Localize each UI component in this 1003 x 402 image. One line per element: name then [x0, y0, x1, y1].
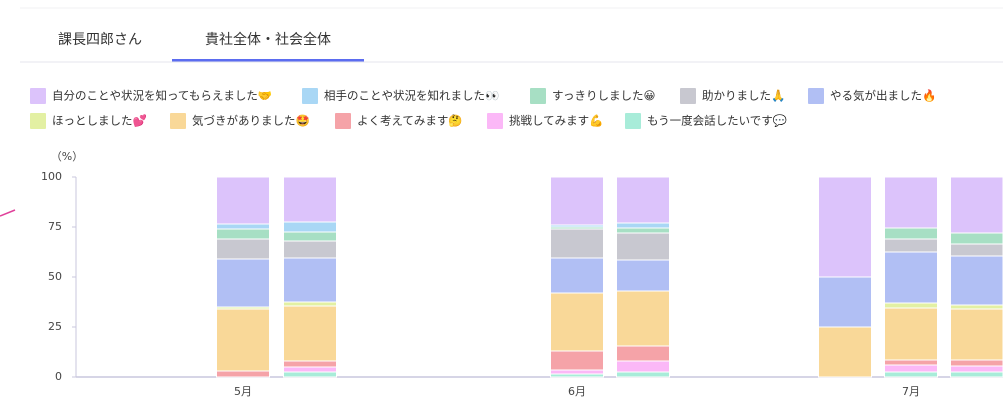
bar-segment — [950, 243, 1003, 257]
bar-segment — [216, 228, 270, 240]
bar-segment — [616, 259, 670, 292]
bar-segment — [950, 308, 1003, 361]
bar-segment — [616, 227, 670, 234]
bar-segment — [884, 227, 938, 240]
bar-segment — [550, 257, 604, 294]
legend-swatch — [808, 88, 824, 104]
bar-segment — [884, 307, 938, 361]
legend-swatch — [625, 113, 641, 129]
bar-segment — [283, 257, 337, 303]
x-tick-label: 7月 — [902, 385, 920, 398]
bar-segment — [283, 301, 337, 307]
bar-segment — [818, 326, 872, 378]
bar-segment — [550, 292, 604, 352]
y-unit: （%） — [51, 150, 83, 163]
bar-segment — [216, 176, 270, 225]
bar-segment — [616, 232, 670, 261]
bar-segment — [216, 370, 270, 378]
bar-segment — [216, 308, 270, 372]
bar-segment — [818, 176, 872, 278]
legend-label: 相手のことや状況を知れました👀 — [324, 89, 499, 103]
y-tick-label: 75 — [48, 220, 62, 233]
bar-segment — [884, 176, 938, 229]
y-tick-label: 0 — [55, 370, 62, 383]
bar-segment — [950, 232, 1003, 245]
tab[interactable]: 貴社全体・社会全体 — [205, 31, 331, 48]
bar-segment — [283, 240, 337, 259]
bar-segment — [884, 302, 938, 309]
bar-segment — [550, 350, 604, 371]
bar-segment — [550, 228, 604, 259]
legend-label: すっきりしました😀 — [552, 89, 656, 103]
bar-segment — [950, 371, 1003, 378]
bar-segment — [884, 364, 938, 373]
legend-label: 助かりました🙏 — [702, 89, 785, 103]
legend-swatch — [30, 113, 46, 129]
x-tick-label: 6月 — [568, 385, 586, 398]
bar-segment — [216, 223, 270, 230]
legend-label: ほっとしました💕 — [52, 114, 147, 128]
bar-segment — [616, 345, 670, 362]
bar-segment — [616, 222, 670, 229]
legend-label: もう一度会話したいです💬 — [647, 114, 788, 128]
bar-segment — [884, 371, 938, 378]
y-tick-label: 100 — [41, 170, 62, 183]
bar-segment — [884, 251, 938, 304]
bar-segment — [283, 371, 337, 378]
bar-segment — [616, 360, 670, 373]
legend-swatch — [680, 88, 696, 104]
bar-segment — [550, 369, 604, 375]
legend-label: 挑戦してみます💪 — [509, 114, 603, 128]
bar-segment — [950, 365, 1003, 373]
legend-swatch — [530, 88, 546, 104]
bar-segment — [884, 359, 938, 366]
legend-label: 気づきがありました🤩 — [192, 114, 310, 128]
legend-swatch — [30, 88, 46, 104]
legend-label: やる気が出ました🔥 — [830, 89, 936, 103]
bar-segment — [950, 359, 1003, 367]
x-tick-label: 5月 — [234, 385, 252, 398]
bar-segment — [216, 238, 270, 260]
bar-segment — [283, 176, 337, 223]
tab-underline — [172, 59, 364, 62]
bar-segment — [818, 276, 872, 328]
pointer — [0, 209, 16, 217]
bar-segment — [283, 360, 337, 368]
bar-segment — [216, 258, 270, 308]
legend-swatch — [170, 113, 186, 129]
bar-segment — [950, 304, 1003, 310]
bar-segment — [950, 255, 1003, 306]
bar-segment — [950, 176, 1003, 234]
legend-label: よく考えてみます🤔 — [357, 114, 463, 128]
y-tick-label: 50 — [48, 270, 62, 283]
bar-segment — [616, 290, 670, 347]
bar-segment — [550, 176, 604, 226]
bar-segment — [283, 366, 337, 373]
tab[interactable]: 課長四郎さん — [58, 32, 142, 48]
bar-segment — [616, 176, 670, 224]
legend-swatch — [302, 88, 318, 104]
legend-swatch — [487, 113, 503, 129]
bar-segment — [616, 371, 670, 378]
bar-segment — [283, 305, 337, 362]
y-tick-label: 25 — [48, 320, 62, 333]
legend-label: 自分のことや状況を知ってもらえました🤝 — [52, 89, 272, 103]
bar-segment — [283, 221, 337, 233]
bar-segment — [884, 238, 938, 253]
legend-swatch — [335, 113, 351, 129]
bar-segment — [283, 231, 337, 242]
